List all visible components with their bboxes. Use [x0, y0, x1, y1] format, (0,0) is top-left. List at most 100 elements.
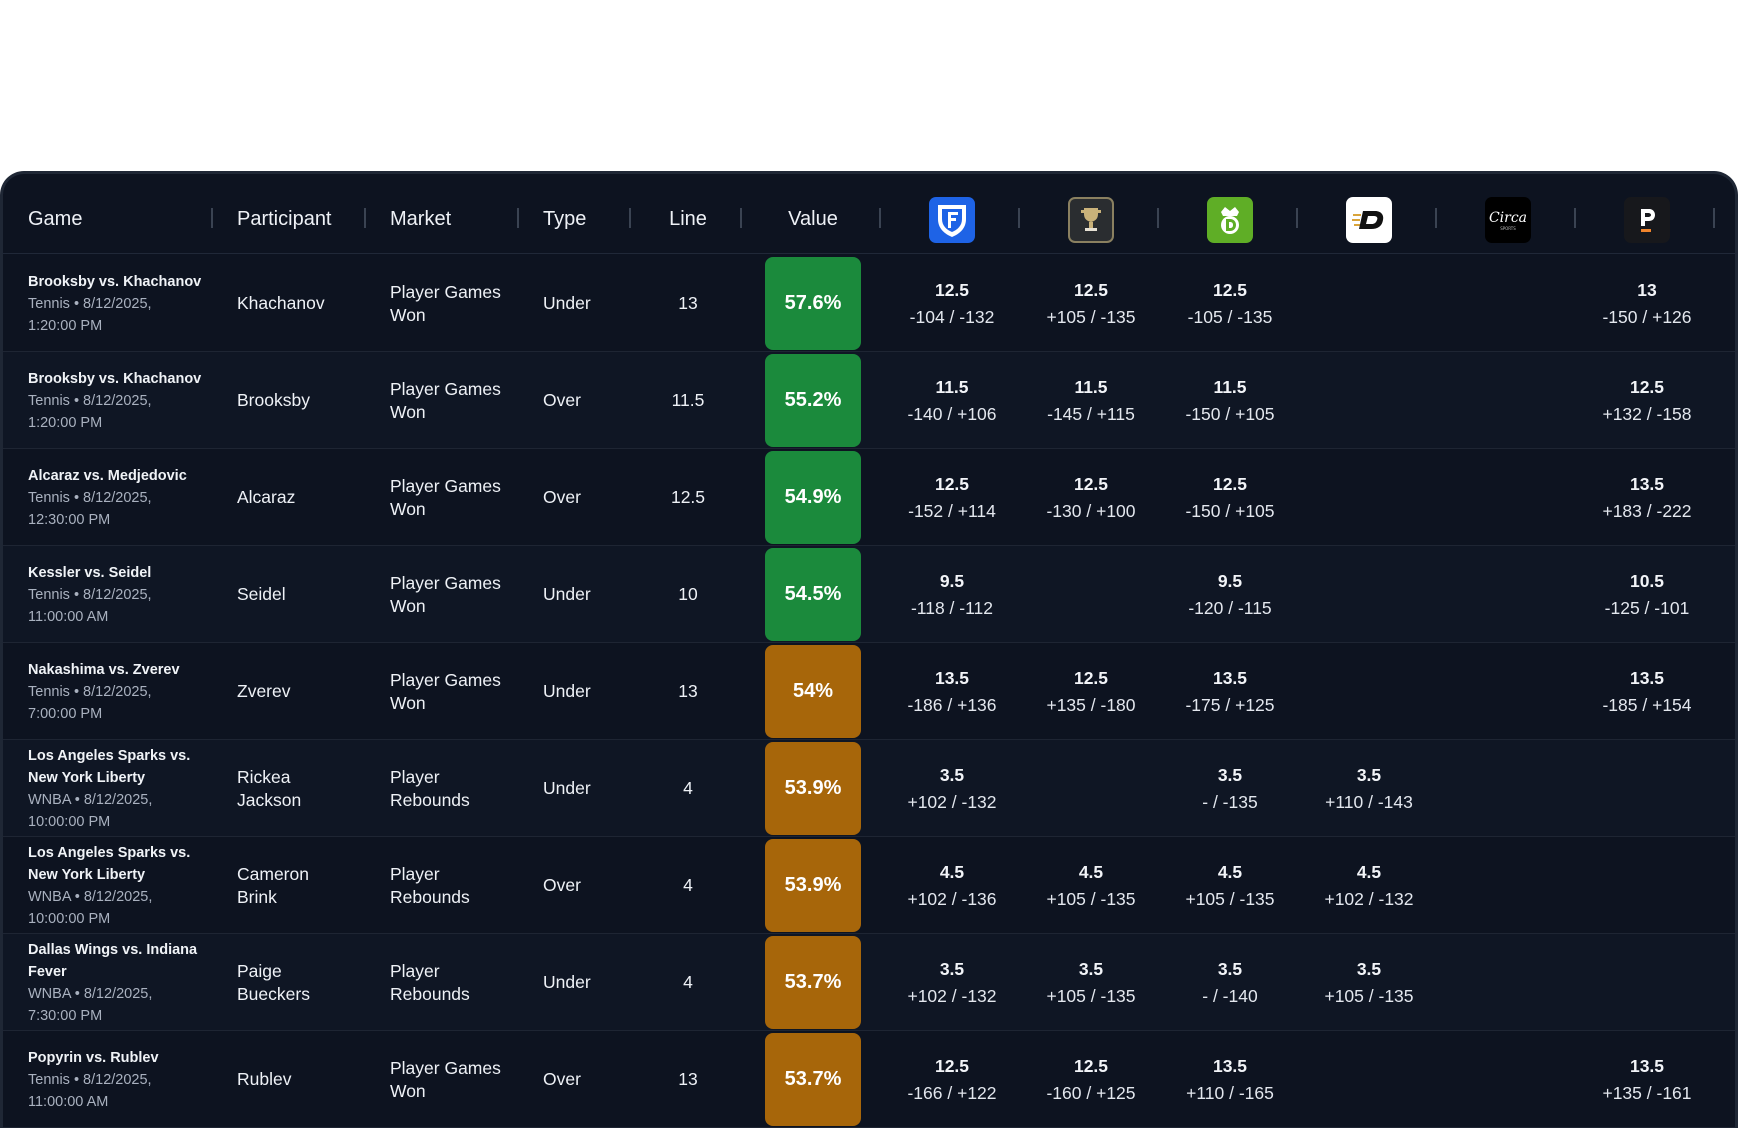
- table-row[interactable]: Dallas Wings vs. Indiana Fever WNBA • 8/12…: [3, 934, 1735, 1031]
- table-row[interactable]: Brooksby vs. Khachanov Tennis • 8/12/2025…: [3, 352, 1735, 449]
- participant-name: Jackson: [237, 789, 302, 810]
- draftkings-logo-icon[interactable]: [1207, 197, 1253, 243]
- column-divider[interactable]: [1296, 208, 1298, 228]
- book-odds-cell[interactable]: 13.5 +183 / -222: [1582, 449, 1712, 546]
- book-odds-cell[interactable]: 11.5 -145 / +115: [1026, 352, 1156, 449]
- book-odds-cell[interactable]: 12.5 -166 / +122: [887, 1031, 1017, 1128]
- column-header-game[interactable]: Game: [28, 207, 83, 230]
- participant-name: Rickea: [237, 766, 291, 787]
- book-odds-cell[interactable]: 3.5 +110 / -143: [1304, 740, 1434, 837]
- book-odds-cell[interactable]: 13.5 +110 / -165: [1165, 1031, 1295, 1128]
- book-line: 4.5: [1356, 861, 1382, 882]
- book-odds-cell[interactable]: 12.5 -105 / -135: [1165, 255, 1295, 352]
- table-row[interactable]: Brooksby vs. Khachanov Tennis • 8/12/2025…: [3, 255, 1735, 352]
- betdexa-logo-icon[interactable]: [1346, 197, 1392, 243]
- book-odds-cell[interactable]: 4.5 +102 / -132: [1304, 837, 1434, 934]
- book-odds-cell[interactable]: 13.5 -186 / +136: [887, 643, 1017, 740]
- book-odds-cell[interactable]: 4.5 +105 / -135: [1165, 837, 1295, 934]
- book-odds-cell[interactable]: 4.5 +105 / -135: [1026, 837, 1156, 934]
- table-row[interactable]: Los Angeles Sparks vs. New York Liberty WN…: [3, 837, 1735, 934]
- game-meta: Tennis • 8/12/2025,: [28, 683, 152, 700]
- column-divider[interactable]: [1018, 208, 1020, 228]
- participant-name: Khachanov: [237, 293, 325, 313]
- book-line: 12.5: [1073, 667, 1109, 688]
- book-odds: -105 / -135: [1187, 306, 1273, 327]
- column-header-line[interactable]: Line: [669, 207, 707, 230]
- market-name: Won: [390, 595, 426, 616]
- game-title: New York Liberty: [28, 769, 146, 786]
- line-cell: 13: [678, 1069, 698, 1089]
- book-odds-cell[interactable]: 10.5 -125 / -101: [1582, 546, 1712, 643]
- column-divider[interactable]: [1435, 208, 1437, 228]
- table-row[interactable]: Nakashima vs. Zverev Tennis • 8/12/2025, 7…: [3, 643, 1735, 740]
- participant-cell: Cameron Brink: [237, 837, 377, 934]
- column-divider[interactable]: [1574, 208, 1576, 228]
- book-odds-cell[interactable]: 3.5 - / -135: [1165, 740, 1295, 837]
- book-line: 12.5: [934, 1055, 970, 1076]
- table-row[interactable]: Los Angeles Sparks vs. New York Liberty WN…: [3, 740, 1735, 837]
- book-odds-cell[interactable]: 3.5 +105 / -135: [1026, 934, 1156, 1031]
- trophy-logo-icon[interactable]: [1068, 197, 1114, 243]
- type-cell: Under: [543, 681, 591, 701]
- book-odds-cell[interactable]: 3.5 +102 / -132: [887, 740, 1017, 837]
- book-odds-cell[interactable]: 11.5 -140 / +106: [887, 352, 1017, 449]
- book-odds-cell[interactable]: 4.5 +102 / -136: [887, 837, 1017, 934]
- book-odds-cell[interactable]: 13.5 -175 / +125: [1165, 643, 1295, 740]
- book-odds-cell[interactable]: 13 -150 / +126: [1582, 255, 1712, 352]
- game-title: Alcaraz vs. Medjedovic: [28, 467, 187, 484]
- book-odds-cell[interactable]: 13.5 -185 / +154: [1582, 643, 1712, 740]
- column-divider[interactable]: [1713, 208, 1715, 228]
- column-header-market[interactable]: Market: [390, 207, 452, 230]
- book-line: 4.5: [939, 861, 965, 882]
- column-header-type[interactable]: Type: [543, 207, 587, 230]
- column-divider[interactable]: [879, 208, 881, 228]
- book-line: 13.5: [1629, 1055, 1665, 1076]
- book-odds: +135 / -161: [1602, 1082, 1692, 1103]
- book-odds-cell[interactable]: 12.5 -150 / +105: [1165, 449, 1295, 546]
- column-divider[interactable]: [211, 208, 213, 228]
- column-divider[interactable]: [1157, 208, 1159, 228]
- participant-cell: Rublev: [237, 1031, 377, 1128]
- table-row[interactable]: Popyrin vs. Rublev Tennis • 8/12/2025, 11:…: [3, 1031, 1735, 1128]
- book-odds-cell[interactable]: 11.5 -150 / +105: [1165, 352, 1295, 449]
- participant-name: Brooksby: [237, 390, 310, 410]
- book-odds: +102 / -132: [1324, 888, 1414, 909]
- book-odds: +102 / -136: [907, 888, 997, 909]
- book-line: 3.5: [939, 764, 965, 785]
- game-meta: 11:00:00 AM: [28, 1093, 109, 1110]
- column-header-value[interactable]: Value: [788, 207, 838, 230]
- column-divider[interactable]: [629, 208, 631, 228]
- book-odds: +110 / -165: [1186, 1082, 1274, 1103]
- column-divider[interactable]: [364, 208, 366, 228]
- market-cell: Player Games Won: [390, 1031, 530, 1128]
- table-row[interactable]: Kessler vs. Seidel Tennis • 8/12/2025, 11:…: [3, 546, 1735, 643]
- prizepicks-logo-icon[interactable]: [1624, 197, 1670, 243]
- book-odds-cell[interactable]: 12.5 +105 / -135: [1026, 255, 1156, 352]
- game-cell: Kessler vs. Seidel Tennis • 8/12/2025, 11:…: [28, 546, 203, 643]
- circa-sports-logo-icon[interactable]: Circa SPORTS: [1485, 197, 1531, 243]
- book-odds-cell[interactable]: 12.5 -104 / -132: [887, 255, 1017, 352]
- book-odds-cell[interactable]: 12.5 -160 / +125: [1026, 1031, 1156, 1128]
- participant-cell: Zverev: [237, 643, 377, 740]
- book-odds-cell[interactable]: 3.5 - / -140: [1165, 934, 1295, 1031]
- column-header-participant[interactable]: Participant: [237, 207, 332, 230]
- game-meta: 1:20:00 PM: [28, 414, 103, 431]
- book-line: 12.5: [1212, 473, 1248, 494]
- book-odds-cell[interactable]: 12.5 -130 / +100: [1026, 449, 1156, 546]
- book-odds-cell[interactable]: 12.5 -152 / +114: [887, 449, 1017, 546]
- market-name: Player: [390, 766, 440, 787]
- book-odds-cell[interactable]: 3.5 +102 / -132: [887, 934, 1017, 1031]
- table-row[interactable]: Alcaraz vs. Medjedovic Tennis • 8/12/2025…: [3, 449, 1735, 546]
- column-divider[interactable]: [740, 208, 742, 228]
- book-odds-cell[interactable]: 3.5 +105 / -135: [1304, 934, 1434, 1031]
- fanduel-logo-icon[interactable]: [929, 197, 975, 243]
- column-divider[interactable]: [517, 208, 519, 228]
- book-odds-cell[interactable]: 9.5 -120 / -115: [1165, 546, 1295, 643]
- book-odds-cell[interactable]: 9.5 -118 / -112: [887, 546, 1017, 643]
- book-odds-cell[interactable]: 13.5 +135 / -161: [1582, 1031, 1712, 1128]
- book-line: 12.5: [1212, 279, 1248, 300]
- book-odds-cell[interactable]: 12.5 +132 / -158: [1582, 352, 1712, 449]
- book-line: 12.5: [934, 473, 970, 494]
- book-odds-cell[interactable]: 12.5 +135 / -180: [1026, 643, 1156, 740]
- line-cell: 13: [678, 293, 698, 313]
